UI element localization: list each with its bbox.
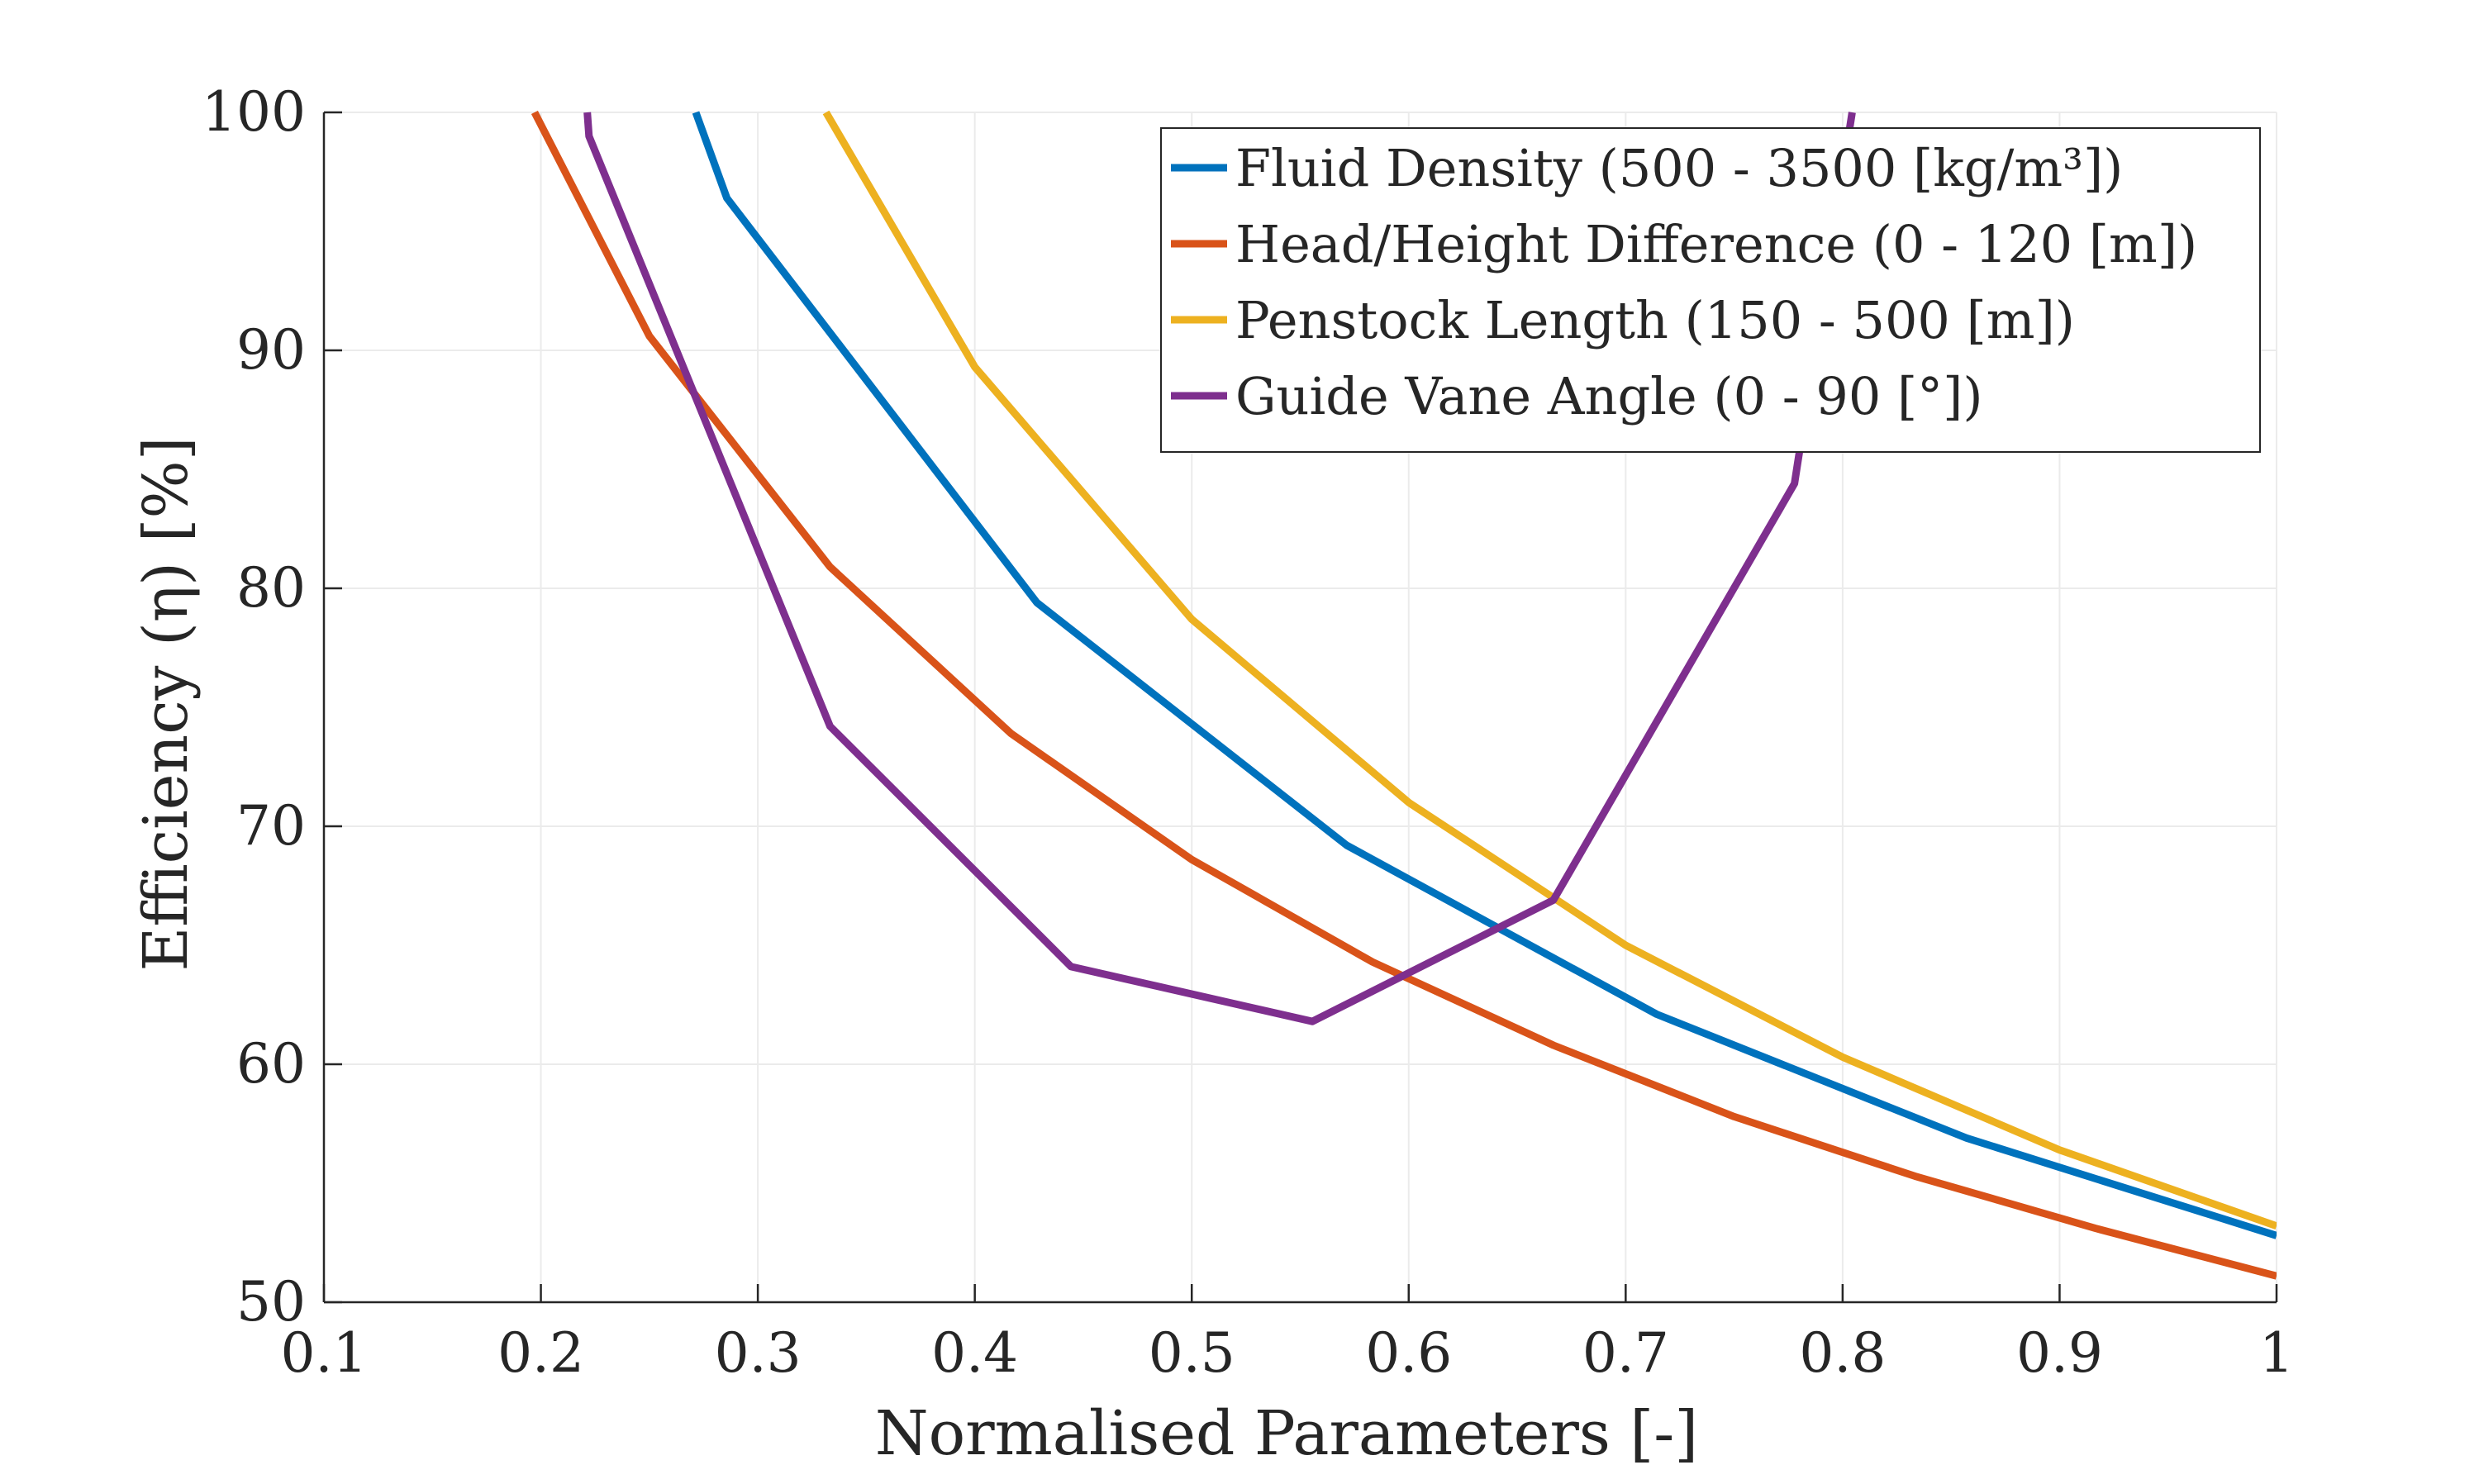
x-axis-label: Normalised Parameters [-] bbox=[875, 1398, 1698, 1469]
y-axis-label: Efficiency (η) [%] bbox=[131, 436, 202, 971]
legend-label-4: Guide Vane Angle (0 - 90 [°]) bbox=[1235, 366, 1983, 426]
x-tick-label: 0.9 bbox=[2016, 1321, 2103, 1385]
legend-box bbox=[1160, 127, 2261, 453]
axes: 0.1 0.2 0.3 0.4 0.5 0.6 0.7 0.8 0.9 1 50 60 70 80 90 10… bbox=[202, 80, 2294, 1385]
y-tick-label: 80 bbox=[236, 556, 306, 620]
x-tick-label: 0.4 bbox=[931, 1321, 1018, 1385]
x-tick-label: 0.7 bbox=[1582, 1321, 1669, 1385]
series-line-4 bbox=[583, 112, 1856, 1025]
x-tick-label: 1 bbox=[2259, 1321, 2294, 1385]
y-tick-label: 100 bbox=[202, 80, 306, 144]
series-line-2 bbox=[531, 111, 2277, 1280]
x-tick-label: 0.3 bbox=[715, 1321, 802, 1385]
series-line-1 bbox=[692, 111, 2277, 1239]
legend: Fluid Density (500 - 3500 [kg/m³]) Head/H… bbox=[1160, 127, 2261, 453]
y-tick-label: 90 bbox=[236, 318, 306, 382]
x-tick-label: 0.8 bbox=[1799, 1321, 1886, 1385]
y-tick-label: 50 bbox=[236, 1270, 306, 1334]
series-line-3 bbox=[822, 111, 2277, 1230]
x-tick-label: 0.5 bbox=[1149, 1321, 1235, 1385]
legend-label-2: Head/Height Difference (0 - 120 [m]) bbox=[1235, 214, 2197, 274]
y-tick-label: 70 bbox=[236, 794, 306, 858]
y-tick-label: 60 bbox=[236, 1032, 306, 1096]
x-tick-label: 0.6 bbox=[1365, 1321, 1452, 1385]
legend-label-3: Penstock Length (150 - 500 [m]) bbox=[1235, 290, 2075, 350]
x-tick-label: 0.2 bbox=[497, 1321, 584, 1385]
legend-label-1: Fluid Density (500 - 3500 [kg/m³]) bbox=[1235, 138, 2123, 198]
x-tick-label: 0.1 bbox=[281, 1321, 368, 1385]
series-lines bbox=[531, 111, 2277, 1280]
